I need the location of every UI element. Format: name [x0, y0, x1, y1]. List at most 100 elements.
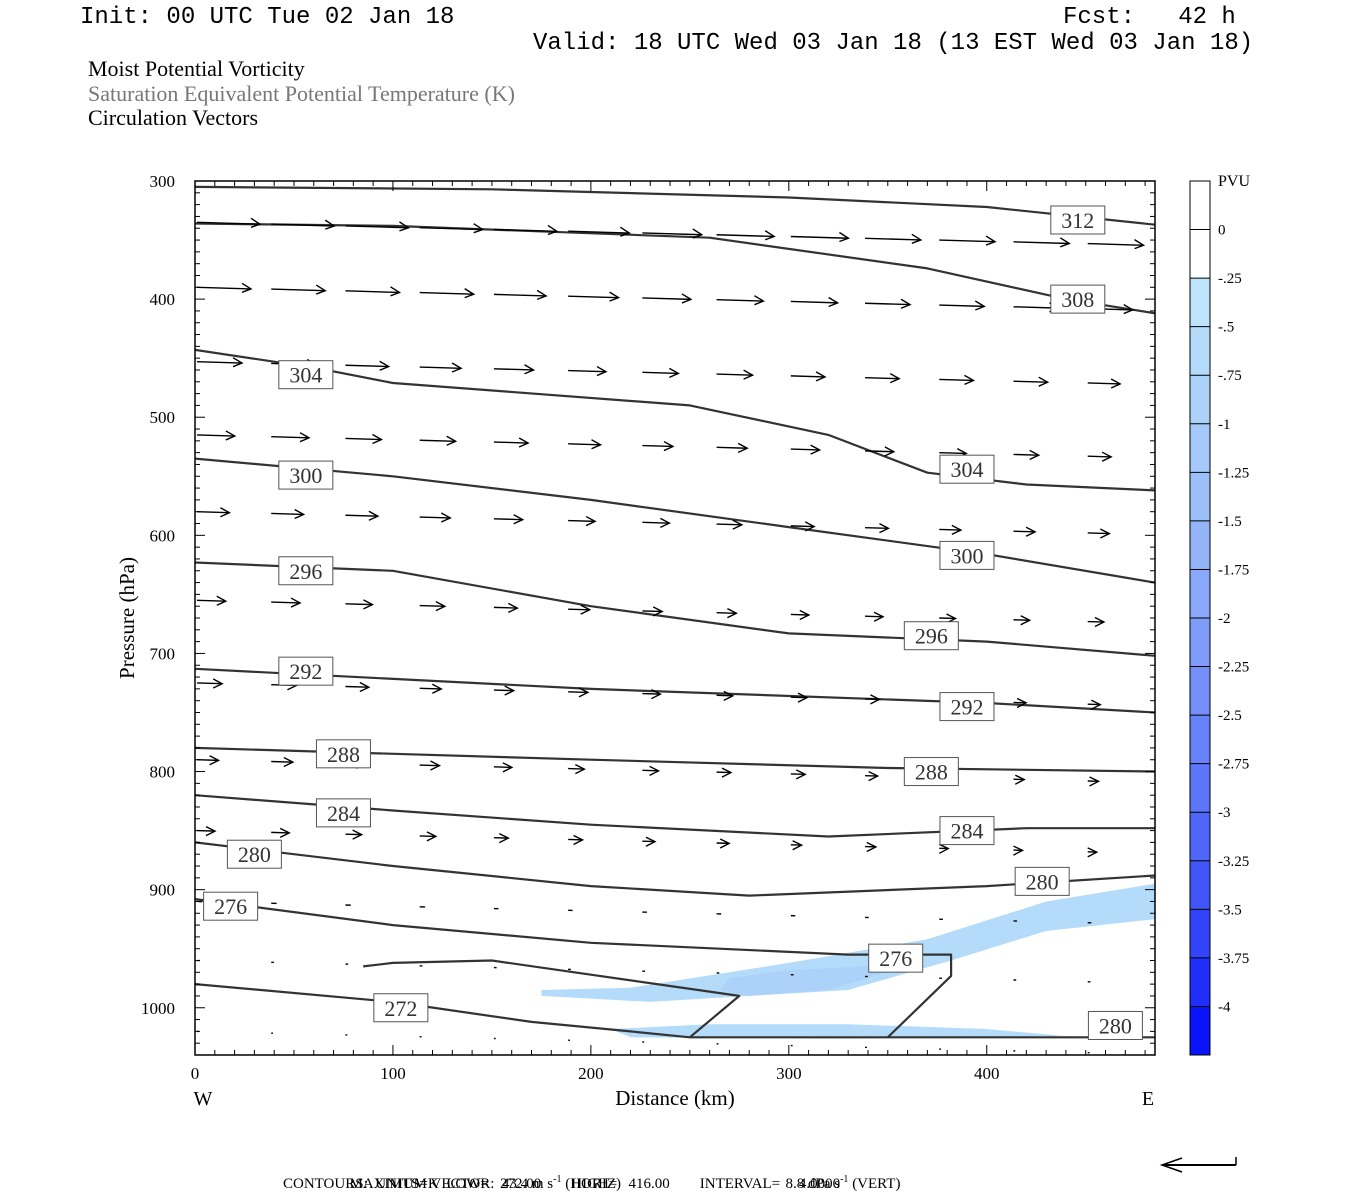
- circulation-vector: [568, 226, 631, 237]
- contour-label: 284: [315, 798, 371, 828]
- svg-text:300: 300: [950, 543, 983, 568]
- circulation-vector: [642, 765, 661, 776]
- circulation-vector: [345, 360, 391, 371]
- theta-contour-line: [195, 841, 1155, 897]
- svg-text:292: 292: [950, 695, 983, 720]
- circulation-vector: [493, 602, 519, 614]
- contour-label: 280: [226, 839, 282, 869]
- circulation-vector: [790, 371, 827, 382]
- circulation-vector: [568, 291, 621, 302]
- y-tick-label: 300: [150, 172, 176, 191]
- circulation-vector: [790, 521, 816, 532]
- circulation-vector: [345, 510, 380, 521]
- colorbar-label: -2.75: [1218, 757, 1249, 773]
- x-axis-title: Distance (km): [615, 1086, 735, 1110]
- circulation-vector: [1013, 237, 1071, 248]
- circulation-vector: [642, 606, 664, 617]
- circulation-vector: [642, 228, 704, 239]
- svg-text:296: 296: [289, 559, 322, 584]
- circulation-vector: [865, 523, 891, 534]
- circulation-vector: [493, 685, 516, 696]
- circulation-vector: [196, 217, 262, 228]
- circulation-vector: [493, 514, 525, 525]
- circulation-vector: [345, 681, 371, 693]
- circulation-vector: [493, 762, 514, 773]
- svg-text:276: 276: [879, 946, 912, 971]
- y-tick-label: 400: [150, 290, 176, 309]
- field-title-theta: Saturation Equivalent Potential Temperat…: [88, 81, 515, 106]
- circulation-vector: [1013, 845, 1025, 856]
- colorbar-label: -1.75: [1218, 562, 1249, 578]
- init-time: Init: 00 UTC Tue 02 Jan 18: [80, 4, 455, 31]
- circulation-vector: [271, 284, 327, 295]
- svg-text:296: 296: [915, 624, 948, 649]
- contour-label: 300: [278, 460, 334, 490]
- contour-label: 288: [315, 739, 371, 769]
- circulation-vector: [568, 365, 608, 377]
- colorbar-label: -1.5: [1218, 514, 1242, 530]
- colorbar-swatch: [1190, 812, 1210, 861]
- circulation-vector: [790, 609, 811, 621]
- circulation-vector: [865, 611, 885, 622]
- pv-shaded-region: [541, 883, 1155, 1002]
- svg-text:272: 272: [384, 996, 417, 1021]
- svg-text:288: 288: [915, 760, 948, 785]
- circulation-vector: [345, 286, 402, 297]
- circulation-vector: [1087, 451, 1113, 462]
- contour-label: 280: [1014, 866, 1070, 896]
- circulation-vector: [196, 282, 253, 293]
- circulation-vector: [419, 288, 476, 299]
- circulation-vector: [568, 604, 592, 615]
- circulation-vector: [939, 235, 997, 246]
- forecast-hour: Fcst: 42 h: [1063, 4, 1236, 31]
- x-tick-label: 0: [191, 1064, 200, 1083]
- y-tick-label: 1000: [141, 999, 175, 1018]
- circulation-vector: [716, 608, 738, 619]
- circulation-vector: [1013, 774, 1026, 785]
- circulation-vector: [419, 760, 442, 771]
- circulation-vector: [939, 300, 986, 311]
- colorbar-swatch: [1190, 326, 1210, 376]
- circulation-vector: [493, 289, 548, 301]
- circulation-vector: [419, 831, 438, 842]
- circulation-vector: [642, 517, 671, 528]
- circulation-vector: [1087, 776, 1101, 787]
- svg-text:276: 276: [214, 894, 247, 919]
- colorbar-label: -2.25: [1218, 660, 1249, 676]
- circulation-vector: [790, 231, 850, 243]
- circulation-vector: [271, 508, 306, 520]
- colorbar-label: -2.5: [1218, 708, 1242, 724]
- theta-contour-line: [195, 222, 1155, 315]
- x-tick-label: 300: [776, 1064, 802, 1083]
- svg-text:308: 308: [1061, 287, 1094, 312]
- circulation-vector: [716, 442, 749, 453]
- circulation-vector: [1013, 615, 1032, 626]
- colorbar-swatch: [1190, 666, 1210, 716]
- contour-label: 304: [939, 454, 995, 484]
- circulation-vector: [716, 519, 744, 530]
- field-title-pv: Moist Potential Vorticity: [88, 56, 305, 81]
- circulation-vector: [419, 600, 447, 612]
- circulation-vector: [196, 595, 228, 606]
- circulation-vector: [865, 841, 878, 853]
- horiz-tag: (HORIZ): [561, 1176, 622, 1192]
- circulation-vector: [642, 367, 680, 378]
- x-tick-label: 400: [974, 1064, 1000, 1083]
- contour-info: CONTOURS: UNITS=K LOW= 272.00 HIGH= 416.…: [283, 1176, 841, 1192]
- svg-text:288: 288: [327, 742, 360, 767]
- theta-contour-line: [363, 959, 741, 1039]
- circulation-vector: [345, 433, 384, 445]
- contour-label: 304: [278, 360, 334, 390]
- circulation-vector: [419, 223, 485, 234]
- circulation-vector: [345, 829, 364, 840]
- circulation-vector: [939, 374, 976, 386]
- circulation-vector: [865, 233, 923, 244]
- circulation-vector: [1087, 847, 1099, 858]
- circulation-vector: [493, 224, 559, 236]
- circulation-vector: [271, 756, 295, 768]
- circulation-vector: [1087, 699, 1102, 710]
- circulation-vector: [196, 357, 244, 368]
- colorbar-swatch: [1190, 909, 1210, 958]
- circulation-vector: [419, 512, 452, 523]
- contour-label: 276: [868, 943, 924, 973]
